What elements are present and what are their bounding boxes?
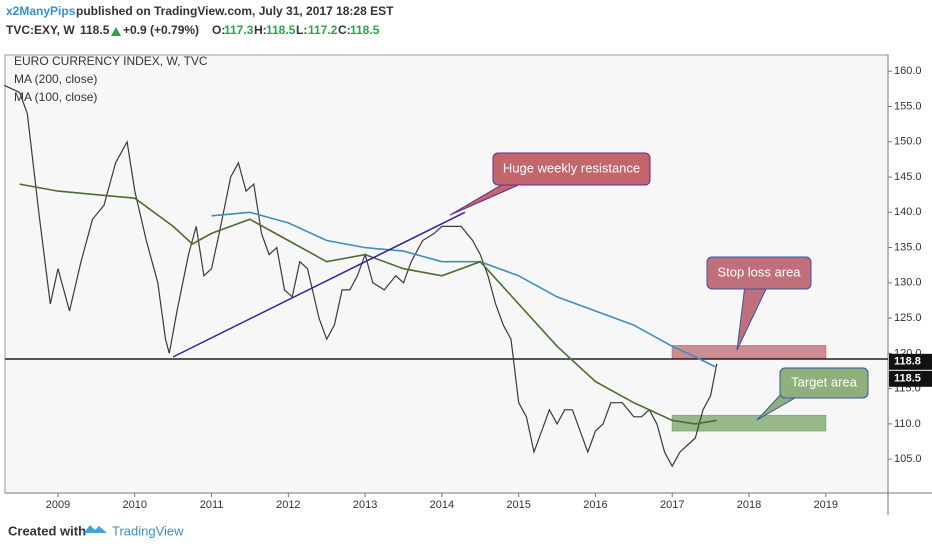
legend-title: EURO CURRENCY INDEX, W, TVC [14, 54, 208, 68]
footer-created: Created with [8, 523, 86, 538]
price-label: 118.5 [894, 373, 921, 385]
x-tick-label: 2013 [353, 499, 377, 511]
ohlc-label: O: [212, 23, 225, 37]
ohlc-label: L: [296, 23, 307, 37]
legend-entry: MA (200, close) [14, 72, 97, 86]
y-tick-label: 160.0 [894, 65, 922, 77]
x-tick-label: 2009 [46, 499, 70, 511]
footer-brand[interactable]: TradingView [112, 523, 184, 538]
y-tick-label: 135.0 [894, 241, 922, 253]
y-tick-label: 140.0 [894, 206, 922, 218]
change: +0.9 (+0.79%) [123, 23, 199, 37]
y-tick-label: 110.0 [894, 418, 921, 430]
author[interactable]: x2ManyPips [6, 4, 76, 18]
ohlc-label: H: [254, 23, 267, 37]
callout [492, 152, 651, 186]
price: 118.5 [80, 23, 110, 37]
price-label-bg [889, 370, 932, 387]
ohlc-value: 118.5 [266, 23, 296, 37]
callout [779, 367, 869, 399]
x-tick-label: 2016 [583, 499, 607, 511]
symbol: TVC:EXY, W [6, 23, 75, 37]
x-tick-label: 2015 [506, 499, 530, 511]
zone [671, 414, 827, 432]
price-label-bg [889, 353, 932, 370]
callout-text: Target area [791, 374, 858, 389]
x-tick-label: 2012 [276, 499, 300, 511]
callout-text: Stop loss area [717, 264, 801, 279]
y-tick-label: 145.0 [894, 171, 922, 183]
y-tick-label: 105.0 [894, 453, 922, 465]
x-tick-label: 2017 [660, 499, 684, 511]
price-label: 118.8 [894, 356, 921, 368]
published: published on TradingView.com, July 31, 2… [76, 4, 394, 18]
x-tick-label: 2014 [430, 499, 454, 511]
series-line [19, 183, 717, 425]
logo [84, 525, 107, 533]
callout [706, 256, 812, 290]
trendline [172, 211, 466, 358]
x-tick-label: 2019 [814, 499, 838, 511]
x-tick-label: 2011 [200, 499, 224, 511]
ohlc-value: 118.5 [350, 23, 380, 37]
up-arrow [111, 27, 121, 36]
ohlc-label: C: [338, 23, 351, 37]
y-tick-label: 130.0 [894, 277, 922, 289]
series-line [3, 84, 718, 468]
ohlc-value: 117.3 [224, 23, 254, 37]
y-tick-label: 125.0 [894, 312, 922, 324]
x-tick-label: 2018 [737, 499, 761, 511]
y-tick-label: 150.0 [894, 136, 922, 148]
x-tick-label: 2010 [123, 499, 147, 511]
ohlc-value: 117.2 [308, 23, 338, 37]
y-tick-label: 155.0 [894, 100, 922, 112]
callout-text: Huge weekly resistance [503, 160, 640, 175]
legend-entry: MA (100, close) [14, 90, 97, 104]
